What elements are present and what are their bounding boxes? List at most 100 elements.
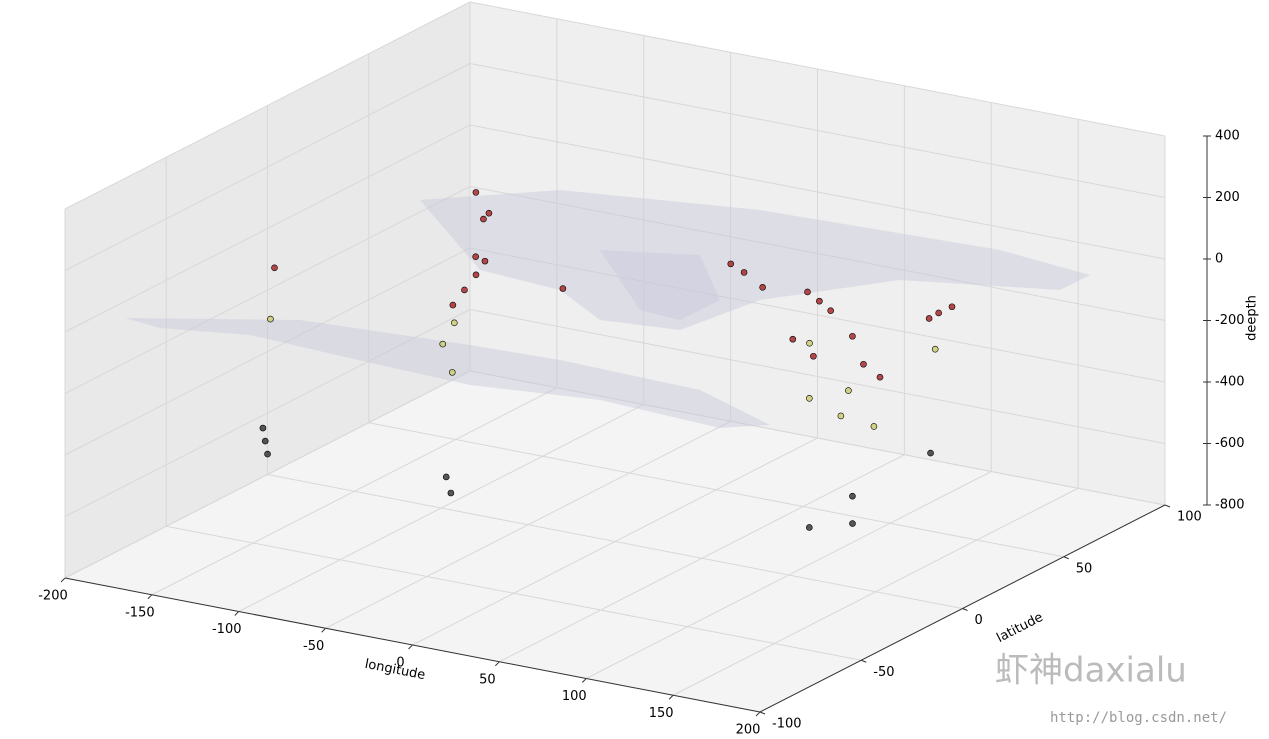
grid-line [368, 422, 1064, 558]
point [816, 297, 823, 305]
point [472, 189, 480, 196]
x-tick [60, 577, 66, 583]
grid-line [469, 370, 1166, 506]
point [931, 345, 939, 353]
watermark-brand: 虾神daxialu [995, 651, 1187, 691]
land-africa [600, 250, 720, 320]
grid-line [64, 247, 471, 456]
z-tick-label: -200 [1215, 313, 1245, 328]
y-tick [1063, 556, 1069, 560]
x-tick [581, 678, 587, 683]
z-tick-label: -600 [1215, 436, 1245, 451]
z-tick-label: 400 [1215, 129, 1240, 144]
point [259, 424, 267, 432]
x-tick-label: 50 [479, 672, 496, 687]
watermark-url: http://blog.csdn.net/ [1050, 710, 1227, 726]
y-tick-label: -100 [772, 717, 802, 732]
x-tick-label: -200 [38, 589, 68, 604]
point [810, 352, 817, 360]
marks [259, 189, 956, 531]
point [271, 264, 278, 272]
x-tick [321, 627, 326, 633]
point [948, 303, 956, 311]
point [789, 335, 797, 343]
y-axis-label: latitude [994, 610, 1045, 646]
y-tick [861, 659, 867, 663]
x-axis-label: longitude [363, 657, 426, 683]
point [837, 412, 845, 420]
z-axis-label: deepth [1245, 295, 1260, 341]
y-tick [759, 711, 766, 715]
point [849, 520, 856, 527]
point [740, 269, 748, 276]
x-tick-label: 100 [562, 689, 587, 704]
panes [65, 2, 1165, 712]
z-tick-label: -800 [1215, 498, 1245, 513]
point [447, 489, 455, 497]
grid-line [469, 63, 1166, 198]
point [827, 307, 834, 314]
grid-line [64, 124, 471, 333]
grid-line [469, 124, 1166, 260]
point [264, 450, 271, 458]
point [472, 271, 480, 279]
grid-line [267, 474, 963, 609]
point [806, 524, 813, 531]
point [849, 332, 856, 340]
point [876, 373, 884, 381]
point [559, 285, 567, 292]
point [485, 209, 493, 217]
x-tick-label: 150 [649, 706, 674, 721]
point [451, 319, 458, 327]
x-tick-label: -150 [125, 605, 155, 620]
x-axis [64, 577, 761, 713]
grid-line [64, 309, 471, 517]
grid-line [469, 309, 1166, 444]
point [261, 437, 269, 445]
x-tick [408, 644, 413, 650]
point [925, 315, 933, 322]
point [806, 339, 813, 347]
grid-line [469, 186, 1166, 321]
y-tick-label: 100 [1177, 510, 1202, 525]
grid-line [166, 525, 862, 661]
point [449, 301, 457, 309]
point [439, 340, 447, 348]
point [927, 449, 934, 457]
z-tick-label: -400 [1215, 375, 1245, 390]
point [849, 492, 856, 500]
y-tick-label: 50 [1076, 561, 1093, 576]
point [935, 309, 942, 317]
point [481, 257, 489, 265]
land-plane [125, 190, 1090, 428]
point [860, 360, 867, 368]
point [870, 423, 878, 430]
grid [60, 1, 1211, 717]
x-tick [234, 611, 240, 616]
point [804, 288, 811, 296]
grid-line [64, 1, 471, 210]
x-tick-label: -50 [303, 639, 324, 654]
x-tick-label: 0 [396, 656, 404, 671]
x-tick-label: -100 [212, 622, 242, 637]
grid-line [469, 247, 1166, 383]
point [267, 315, 274, 323]
land-eurasia [420, 190, 1090, 330]
z-tick-label: 0 [1215, 252, 1223, 267]
grid-line [469, 1, 1166, 137]
y-tick-label: -50 [873, 665, 894, 680]
grid-line [64, 63, 471, 271]
point [806, 394, 813, 402]
y-tick-label: 0 [975, 613, 983, 628]
labels: -200 -150 -100 -50 0 50 100 150 200 -100 -50 0 50 100… [38, 129, 1244, 738]
point [759, 284, 766, 291]
point [472, 253, 479, 261]
x-tick [755, 711, 761, 717]
x-tick [668, 694, 674, 700]
x-tick [495, 661, 500, 667]
grid-line [64, 370, 471, 579]
grid-line [64, 186, 471, 394]
point [442, 473, 450, 481]
y-tick [1164, 504, 1171, 508]
